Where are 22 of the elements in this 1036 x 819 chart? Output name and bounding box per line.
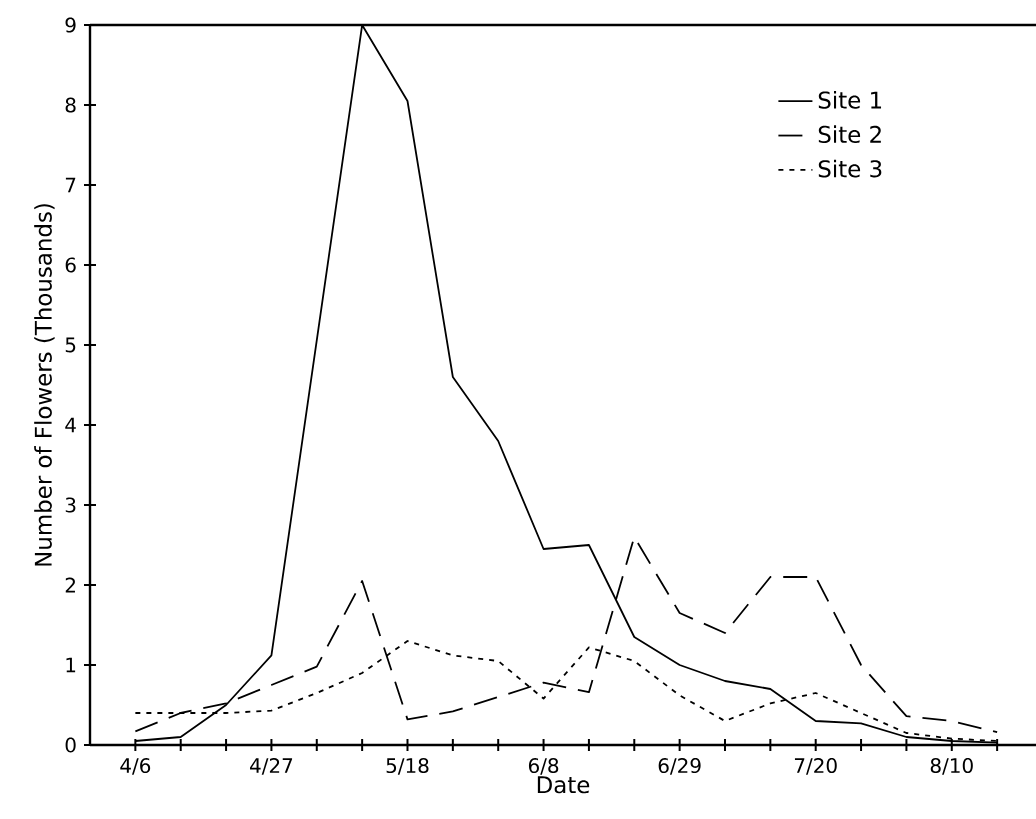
x-axis-title: Date <box>537 776 590 794</box>
y-tick-label: 2 <box>65 577 75 593</box>
y-tick-label: 4 <box>65 417 76 433</box>
x-tick-label: 4/27 <box>250 758 293 775</box>
y-tick-label: 0 <box>65 737 76 753</box>
legend-label: Site 1 <box>818 90 882 109</box>
x-tick-label: 5/18 <box>386 758 429 775</box>
x-tick-label: 6/29 <box>658 758 701 775</box>
y-tick-label: 3 <box>65 497 76 513</box>
x-tick-label: 8/10 <box>930 758 973 775</box>
y-axis-title: Number of Flowers (Thousands) <box>34 204 55 566</box>
x-tick-label: 4/6 <box>120 758 151 775</box>
y-tick-label: 5 <box>65 337 76 353</box>
y-tick-label: 8 <box>65 97 76 113</box>
x-tick-label: 6/8 <box>528 758 559 775</box>
y-tick-label: 7 <box>65 177 76 193</box>
legend-label: Site 2 <box>818 125 881 144</box>
legend-label: Site 3 <box>818 159 882 178</box>
y-tick-label: 6 <box>65 257 76 273</box>
x-tick-label: 7/20 <box>794 758 837 775</box>
y-tick-label: 1 <box>66 657 76 673</box>
y-tick-label: 9 <box>65 17 76 33</box>
